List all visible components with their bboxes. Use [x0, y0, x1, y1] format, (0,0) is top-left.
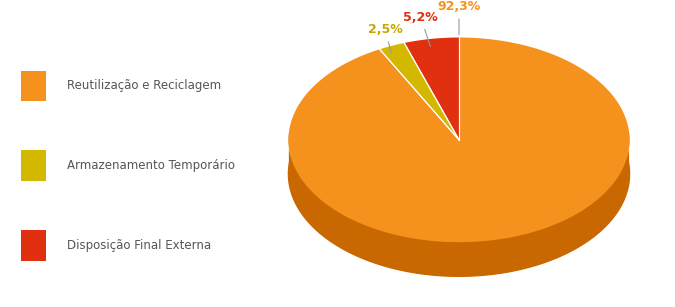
Polygon shape [288, 132, 630, 276]
Polygon shape [288, 37, 630, 242]
Text: Disposição Final Externa: Disposição Final Externa [67, 239, 211, 252]
Text: 92,3%: 92,3% [437, 0, 481, 35]
Polygon shape [288, 72, 630, 276]
FancyBboxPatch shape [20, 71, 46, 101]
Text: 2,5%: 2,5% [369, 23, 403, 53]
FancyBboxPatch shape [20, 230, 46, 261]
Polygon shape [404, 37, 459, 140]
Text: Reutilização e Reciclagem: Reutilização e Reciclagem [67, 80, 221, 92]
FancyBboxPatch shape [20, 150, 46, 181]
Text: Armazenamento Temporário: Armazenamento Temporário [67, 159, 235, 172]
Polygon shape [379, 43, 459, 140]
Text: 5,2%: 5,2% [404, 11, 438, 46]
